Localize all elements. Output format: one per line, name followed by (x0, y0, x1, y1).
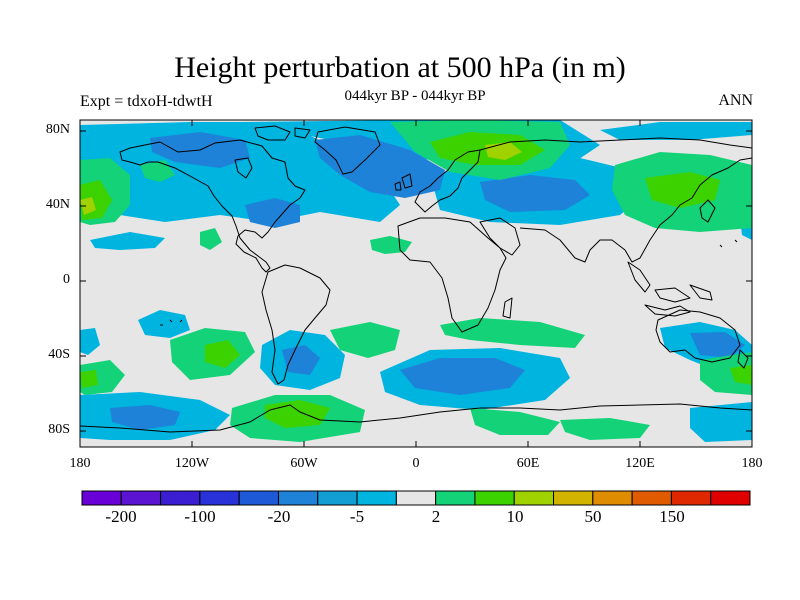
y-tick-label: 0 (63, 272, 70, 287)
contour-blue-east-us (245, 198, 300, 228)
y-tick-label: 80S (48, 422, 70, 437)
colorbar-swatch (356, 490, 397, 506)
colorbar-swatch (474, 490, 515, 506)
colorbar-label: -20 (267, 507, 291, 526)
coastlines (80, 125, 752, 433)
colorbar-swatch (277, 490, 319, 506)
colorbar-label: 2 (431, 507, 441, 526)
colorbar-swatch (592, 490, 633, 506)
colorbar-swatch (553, 490, 594, 506)
colorbar-label: -5 (349, 507, 365, 526)
y-tick-label: 40S (48, 347, 70, 362)
x-tick-label: 180 (69, 456, 91, 471)
colorbar-label: 150 (659, 507, 685, 526)
x-tick-label: 60W (290, 456, 318, 471)
contour-lime-south-pacific (205, 340, 240, 368)
contour-blue-greenland-atlantic (315, 135, 445, 198)
x-tick-label: 0 (412, 456, 420, 471)
colorbar-swatch (317, 490, 358, 506)
colorbar-swatch (81, 490, 122, 506)
contour-blue-australia (690, 332, 745, 358)
contour-green-south-atlantic (330, 322, 400, 358)
coast-arctic-islands (254, 125, 311, 141)
coast-japan (699, 199, 716, 223)
x-tick-label: 180 (741, 456, 763, 471)
contour-blue-southern-ocean (400, 358, 525, 395)
contour-cyan-south-pacific (138, 310, 190, 338)
coast-british-isles (394, 173, 413, 191)
colorbar-swatch (160, 490, 201, 506)
coast-new-zealand (737, 349, 749, 369)
colorbar-swatch (710, 490, 751, 506)
axis-ticks (80, 120, 752, 447)
coast-arabia-asia (479, 157, 752, 263)
contour-lime-west-antarctic-pacific (80, 370, 98, 388)
y-tick-label: 40N (45, 197, 70, 212)
colorbar-swatch (120, 490, 162, 506)
colorbar-swatch (238, 490, 279, 506)
contour-cyan-north-europe-patch (600, 122, 752, 140)
colorbar-label: 10 (506, 507, 524, 526)
contour-green-north-africa (370, 236, 412, 254)
contour-cyan-antarctic-east (690, 402, 752, 442)
x-tick-label: 120E (625, 456, 655, 471)
coast-southeast-asia (627, 261, 713, 317)
colorbar-label: 50 (584, 507, 602, 526)
chart-subtitle: 044kyr BP - 044kyr BP (344, 88, 486, 104)
colorbar-swatch (670, 490, 712, 506)
coast-pacific-islands (160, 239, 738, 326)
chart-title: Height perturbation at 500 hPa (in m) (174, 51, 626, 84)
colorbar-swatch (631, 490, 672, 506)
coast-europe (414, 149, 481, 213)
contour-lime-tasman (730, 365, 752, 385)
colorbar-swatch (395, 490, 437, 506)
colorbar-swatch (435, 490, 476, 506)
contour-green-rockies (200, 228, 222, 250)
colorbar-swatch (199, 490, 240, 506)
x-tick-label: 120W (174, 456, 210, 471)
coast-south-america (261, 264, 331, 385)
coast-north-america (119, 139, 306, 273)
contour-blue-south-america (282, 345, 320, 375)
contour-cyan-subtropical-pacific (90, 232, 165, 250)
contour-green-indian-ocean-south (470, 408, 560, 435)
coast-australia (655, 309, 741, 363)
coast-greenland (314, 126, 381, 175)
contour-blue-siberia (480, 175, 590, 212)
y-tick-label: 80N (45, 122, 70, 137)
contour-yellowgreen-west-pacific-core (80, 197, 96, 215)
colorbar (81, 490, 751, 506)
contour-blue-far-south-pacific (110, 405, 180, 430)
experiment-label: Expt = tdxoH-tdwtH (80, 93, 213, 110)
coast-africa (397, 217, 507, 333)
contour-green-east-antarctica (560, 418, 650, 440)
contour-lime-east-asia (645, 172, 720, 208)
colorbar-label: -100 (184, 507, 216, 526)
colorbar-label: -200 (105, 507, 137, 526)
x-tick-label: 60E (516, 456, 540, 471)
season-label: ANN (718, 92, 753, 109)
contour-cyan-west-pacific (80, 328, 100, 355)
coast-antarctica (80, 403, 752, 433)
coast-northern-asia (479, 137, 752, 151)
colorbar-swatch (513, 490, 555, 506)
contour-green-north-pacific-east (140, 160, 175, 182)
coast-madagascar (502, 297, 513, 319)
coast-hudson-bay (234, 157, 253, 179)
